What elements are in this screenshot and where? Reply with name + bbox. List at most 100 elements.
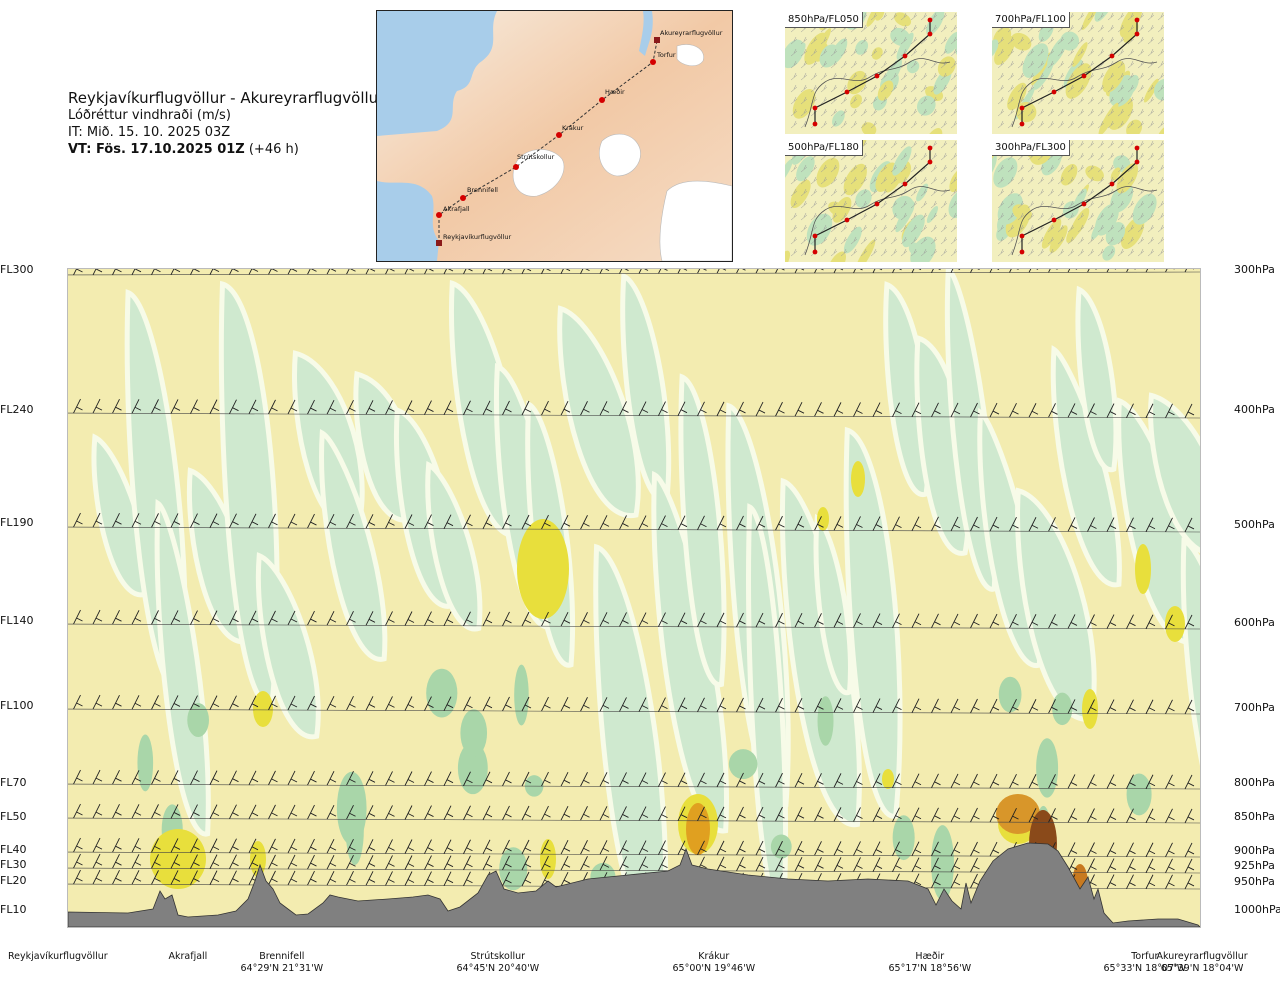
inset-wind-barb (950, 152, 957, 161)
fl-label-40: FL40 (0, 843, 27, 856)
inset-wind-barb (910, 84, 918, 93)
wind-barb (424, 855, 434, 870)
inset-wind-barb (930, 120, 938, 129)
inset-waypoint (1019, 121, 1025, 127)
inset-wind-barb (940, 248, 948, 257)
inset-wind-barb (1027, 188, 1035, 197)
inset-wind-barb (1037, 248, 1045, 257)
wind-barb (1184, 403, 1195, 419)
inset-wind-barb (1007, 164, 1015, 173)
inset-wind-barb (930, 48, 938, 57)
wind-barb (229, 804, 239, 819)
inset-wind-barb (850, 164, 858, 173)
inset-wind-barb (830, 60, 838, 69)
wind-barb (1126, 614, 1136, 629)
fl-label-20: FL20 (0, 874, 27, 887)
inset-wind-barb (1047, 188, 1055, 197)
wind-barb (73, 694, 83, 710)
bottom-waypoint-coord: 65°00'N 19°46'W (672, 963, 756, 974)
wind-barb (716, 856, 727, 872)
wind-barb (580, 840, 590, 855)
wind-barb (1048, 614, 1058, 629)
wind-barb (794, 613, 805, 628)
inset-wind-barb (800, 48, 808, 57)
inset-waypoint (927, 17, 933, 23)
inset-wind-barb (900, 96, 908, 105)
inset-wind-barb (920, 12, 928, 21)
inset-wind-barb (940, 12, 948, 21)
inset-waypoint (844, 89, 850, 95)
inset-wind-barb (1047, 120, 1055, 129)
inset-wind-barb (930, 176, 938, 185)
wind-barb (112, 694, 122, 710)
inset-wind-barb (1087, 48, 1095, 57)
wind-barb (463, 611, 473, 626)
inset-wind-barb (870, 120, 878, 129)
inset-wind-barb (1007, 200, 1015, 209)
inset-field (892, 195, 915, 220)
inset-waypoint (1134, 145, 1140, 151)
wind-barb (521, 400, 532, 416)
inset-wind-barb (920, 48, 928, 57)
inset-wind-barb (1097, 84, 1105, 93)
wind-barb (1028, 808, 1039, 823)
wind-barb (697, 515, 707, 530)
wind-barb (1184, 842, 1195, 858)
bottom-waypoint-akureyri: Akureyrarflugvöllur 65°39'N 18°04'W (1157, 951, 1248, 975)
inset-wind-barb (1027, 84, 1035, 93)
wind-barb (580, 697, 590, 712)
inset-field (926, 12, 945, 36)
inset-wind-barb (997, 212, 1005, 221)
inset-wind-barb (1027, 36, 1035, 45)
pressure-level-line (49, 623, 1201, 630)
inset-wind-barb (900, 12, 908, 21)
wind-barb (580, 401, 590, 416)
wind-barb (970, 402, 980, 418)
wind-barb (1028, 614, 1039, 629)
wind-barb (716, 840, 727, 856)
inset-wind-barb (830, 120, 838, 129)
inset-wind-barb (890, 84, 898, 93)
strong-lift-region (137, 734, 154, 792)
wind-barb (1145, 403, 1156, 418)
inset-wind-barb (830, 108, 838, 117)
inset-wind-barb (1127, 72, 1135, 81)
strong-lift-region (1036, 738, 1059, 798)
inset-wind-barb (840, 212, 848, 221)
map-label-reykjavik: Reykjavíkurflugvöllur (443, 233, 512, 241)
inset-wind-barb (1137, 248, 1145, 257)
inset-wind-barb (1107, 152, 1115, 161)
inset-wind-barb (1037, 120, 1045, 129)
wind-barb (1106, 874, 1117, 889)
inset-field (1119, 12, 1143, 38)
inset-wind-barb (860, 72, 868, 81)
inset-field (949, 167, 957, 193)
wind-barb (794, 857, 805, 872)
inset-wind-barb (1007, 60, 1015, 69)
inset-wind-barb (840, 36, 848, 45)
inset-wind-barb (810, 84, 818, 93)
inset-wind-barb (1017, 200, 1025, 209)
wind-barb (697, 697, 707, 712)
inset-wind-barb (1037, 36, 1045, 45)
map-label-krakur: Krákur (562, 124, 584, 132)
inset-wind-barb (920, 152, 928, 161)
inset-wind-barb (890, 176, 898, 185)
inset-wind-barb (860, 36, 868, 45)
inset-wind-barb (790, 200, 798, 209)
wind-barb (716, 772, 727, 788)
inset-field (1110, 167, 1121, 181)
wind-barb (404, 805, 415, 820)
inset-wind-barb (1077, 48, 1085, 57)
inset-field (877, 80, 894, 101)
wind-barb (950, 773, 961, 789)
inset-wind-barb (890, 72, 898, 81)
wind-barb (1165, 874, 1175, 890)
inset-wind-barb (1127, 48, 1135, 57)
inset-map-500: 500hPa/FL180 (785, 140, 957, 262)
wind-barb (1087, 517, 1097, 532)
wind-barb (814, 698, 824, 713)
inset-wind-barb (890, 36, 898, 45)
inset-wind-barb (850, 72, 858, 81)
inset-wind-barb (1117, 164, 1125, 173)
